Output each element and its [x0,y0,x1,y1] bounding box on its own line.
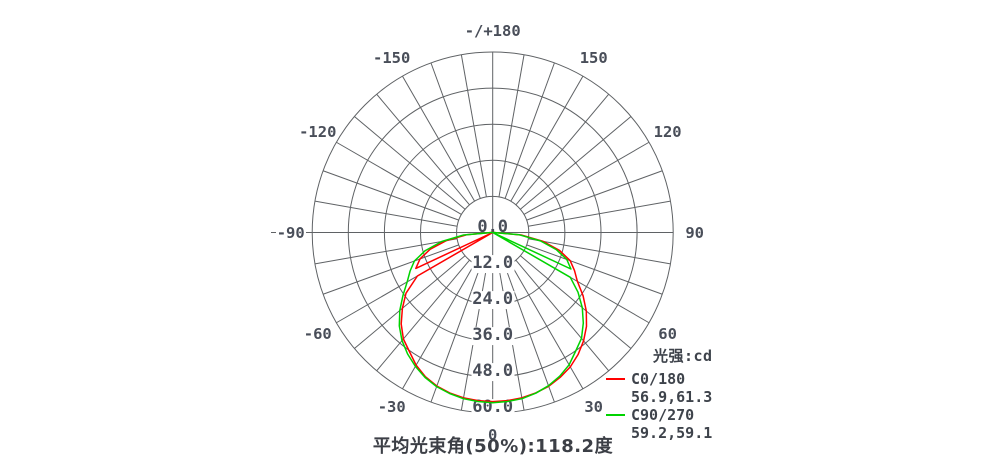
grid-spoke [526,170,663,221]
grid-spoke [322,244,459,295]
ring-label: 12.0 [471,253,515,274]
grid-spoke [510,75,584,202]
legend-entry-c0-180: C0/180 [606,370,736,388]
grid-spoke [526,244,663,295]
angle-label: 60 [657,324,678,343]
beam-angle-caption: 平均光束角(50%):118.2度 [372,436,614,457]
green-line-swatch [606,414,625,416]
grid-spoke [354,255,466,349]
angle-label: -30 [376,398,407,417]
grid-spoke [376,93,470,206]
legend-title: 光强:cd [653,347,713,365]
grid-spoke [336,141,462,215]
angle-label: 120 [652,122,683,141]
grid-spoke [402,75,476,202]
grid-spoke [504,62,555,199]
angle-label: -120 [298,122,338,141]
red-line-swatch [606,378,625,380]
angle-label: 0 [487,425,499,444]
grid-spoke [510,263,584,390]
angle-label: 30 [583,398,605,417]
grid-spoke [322,170,459,221]
grid-spoke [523,141,650,215]
angle-label: -/+180 [463,21,522,40]
ring-label: 48.0 [471,361,515,382]
ring-label: 60.0 [471,397,515,418]
grid-spoke [354,116,466,210]
angle-label: 150 [578,48,609,67]
angle-label: -150 [372,48,412,67]
legend-entry-c90-270: C90/270 [606,406,736,424]
angle-label: 90 [684,223,706,242]
grid-spoke [498,54,525,198]
grid-spoke [528,238,671,265]
grid-spoke [430,62,481,199]
grid-spoke [520,255,632,349]
angle-label: -60 [302,324,333,343]
grid-spoke [515,93,610,206]
grid-spoke [520,116,632,210]
angle-label: -90 [275,223,306,242]
grid-spoke [314,200,458,227]
ring-label: 36.0 [471,325,515,346]
legend-values: 56.9,61.3 [631,388,713,406]
legend-label: C0/180 [631,370,686,388]
grid-spoke [314,238,458,265]
grid-spoke [460,54,487,198]
grid-spoke [523,250,650,324]
ring-label: 24.0 [471,289,515,310]
grid-spoke [336,250,462,324]
legend-label: C90/270 [631,406,695,424]
grid-spoke [376,259,470,372]
legend: 光强:cd C0/180 56.9,61.3 C90/270 59.2,59.1 [606,345,736,442]
grid-spoke [402,263,476,390]
grid-spoke [528,200,671,227]
legend-values: 59.2,59.1 [631,424,713,442]
ring-label: 0.0 [477,216,509,237]
grid-spoke [515,259,610,372]
